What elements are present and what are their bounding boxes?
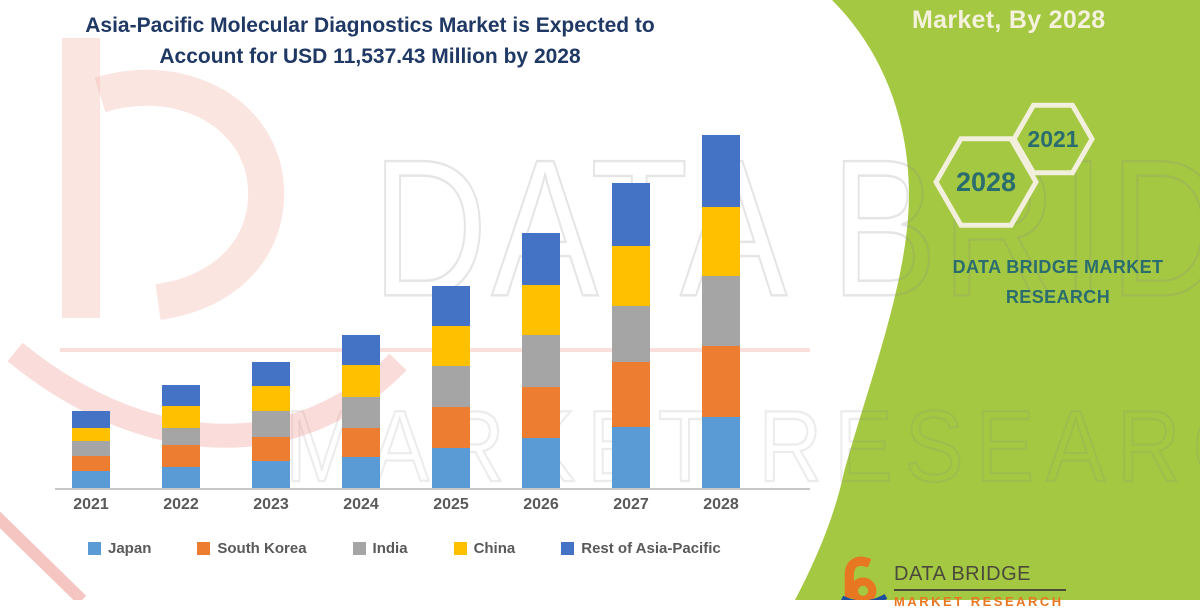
hexagon-2028: [933, 136, 1039, 228]
bar-2026: [522, 233, 560, 488]
bar-chart: [55, 98, 810, 490]
bar-2026-segment-china: [522, 285, 560, 335]
bar-2021: [72, 410, 110, 488]
bar-2022-segment-rest-of-asia-pacific: [162, 384, 200, 407]
bar-2023-segment-china: [252, 386, 290, 411]
bar-2024-segment-japan: [342, 456, 380, 488]
chart-title-line2: Account for USD 11,537.43 Million by 202…: [159, 45, 581, 68]
legend-item-china: China: [453, 540, 516, 557]
bar-2026-segment-south-korea: [522, 387, 560, 438]
x-tick-2021: 2021: [73, 496, 109, 513]
bar-2024-segment-china: [342, 364, 380, 397]
bar-2026-segment-rest-of-asia-pacific: [522, 233, 560, 286]
bar-2028-segment-china: [702, 206, 740, 276]
bar-2026-segment-india: [522, 334, 560, 387]
legend-swatch-icon: [453, 542, 467, 555]
panel-subtitle: Market, By 2028: [912, 6, 1106, 34]
bar-2027-segment-japan: [612, 427, 650, 488]
bar-2028-segment-rest-of-asia-pacific: [702, 135, 740, 207]
bar-2021-segment-south-korea: [72, 455, 110, 472]
bar-2022-segment-china: [162, 406, 200, 429]
bar-2023: [252, 361, 290, 488]
x-tick-2028: 2028: [703, 496, 739, 513]
data-bridge-logo: DATA BRIDGE MARKET RESEARCH: [834, 553, 1174, 609]
bar-2027: [612, 183, 650, 488]
legend-label: Rest of Asia-Pacific: [581, 540, 721, 557]
legend-item-rest-of-asia-pacific: Rest of Asia-Pacific: [561, 540, 721, 557]
hexagon-2021: [1011, 102, 1095, 176]
chart-title-line1: Asia-Pacific Molecular Diagnostics Marke…: [85, 14, 655, 37]
bar-2024-segment-rest-of-asia-pacific: [342, 334, 380, 365]
x-tick-2023: 2023: [253, 496, 289, 513]
bar-2022: [162, 384, 200, 488]
hexagon-2028-label: 2028: [956, 167, 1016, 197]
bar-2027-segment-india: [612, 305, 650, 362]
logo-underline: [894, 589, 1066, 591]
bar-2025-segment-south-korea: [432, 407, 470, 448]
x-tick-2024: 2024: [343, 496, 379, 513]
x-axis-labels: 2021 2022 2023 2024 2025 2026 2027 2028: [55, 496, 810, 518]
bar-2024-segment-south-korea: [342, 428, 380, 457]
x-tick-2022: 2022: [163, 496, 199, 513]
bar-2024: [342, 334, 380, 488]
bar-2024-segment-india: [342, 396, 380, 429]
legend-swatch-icon: [197, 542, 211, 555]
bar-2027-segment-china: [612, 245, 650, 306]
bar-2022-segment-india: [162, 428, 200, 446]
legend-label: Japan: [108, 540, 152, 557]
bar-2025-segment-rest-of-asia-pacific: [432, 286, 470, 327]
brand-text-line2: RESEARCH: [1005, 287, 1111, 307]
bar-2027-segment-south-korea: [612, 361, 650, 428]
legend-item-south-korea: South Korea: [197, 540, 307, 557]
legend-swatch-icon: [352, 542, 366, 555]
legend-item-india: India: [352, 540, 408, 557]
bar-2022-segment-japan: [162, 467, 200, 488]
legend-swatch-icon: [88, 542, 101, 555]
x-tick-2025: 2025: [433, 496, 469, 513]
hexagon-badges: 2028 2021: [933, 102, 1095, 228]
bar-2028-segment-south-korea: [702, 346, 740, 417]
brand-text: DATA BRIDGE MARKET RESEARCH: [938, 252, 1178, 312]
chart-title: Asia-Pacific Molecular Diagnostics Marke…: [40, 10, 700, 72]
legend-label: South Korea: [217, 540, 307, 557]
bar-2023-segment-rest-of-asia-pacific: [252, 361, 290, 387]
hexagon-2021-label: 2021: [1027, 126, 1078, 152]
legend-swatch-icon: [561, 542, 575, 555]
bar-2025-segment-china: [432, 326, 470, 367]
bar-2021-segment-rest-of-asia-pacific: [72, 410, 110, 429]
chart-legend: Japan South Korea India China Rest of Asia-P…: [88, 540, 721, 557]
bar-area: [55, 98, 810, 488]
bar-2023-segment-south-korea: [252, 437, 290, 461]
logo-name: DATA BRIDGE: [894, 563, 1032, 585]
bar-2025-segment-india: [432, 366, 470, 408]
x-tick-2027: 2027: [613, 496, 649, 513]
x-tick-2026: 2026: [523, 496, 559, 513]
bar-2021-segment-china: [72, 428, 110, 442]
bar-2023-segment-japan: [252, 460, 290, 488]
bar-2021-segment-india: [72, 441, 110, 456]
bar-2023-segment-india: [252, 410, 290, 438]
logo-tagline: MARKET RESEARCH: [894, 594, 1064, 609]
bar-2025-segment-japan: [432, 447, 470, 488]
bar-2028-segment-japan: [702, 417, 740, 488]
legend-label: China: [473, 540, 516, 557]
legend-label: India: [372, 540, 408, 557]
bar-2025: [432, 286, 470, 488]
bar-2026-segment-japan: [522, 437, 560, 488]
bar-2028: [702, 135, 740, 488]
bar-2021-segment-japan: [72, 471, 110, 488]
brand-text-line1: DATA BRIDGE MARKET: [952, 257, 1164, 277]
bar-2022-segment-south-korea: [162, 445, 200, 468]
bar-2027-segment-rest-of-asia-pacific: [612, 183, 650, 246]
legend-item-japan: Japan: [88, 540, 151, 557]
bar-2028-segment-india: [702, 275, 740, 347]
logo-b-icon: [841, 556, 888, 600]
